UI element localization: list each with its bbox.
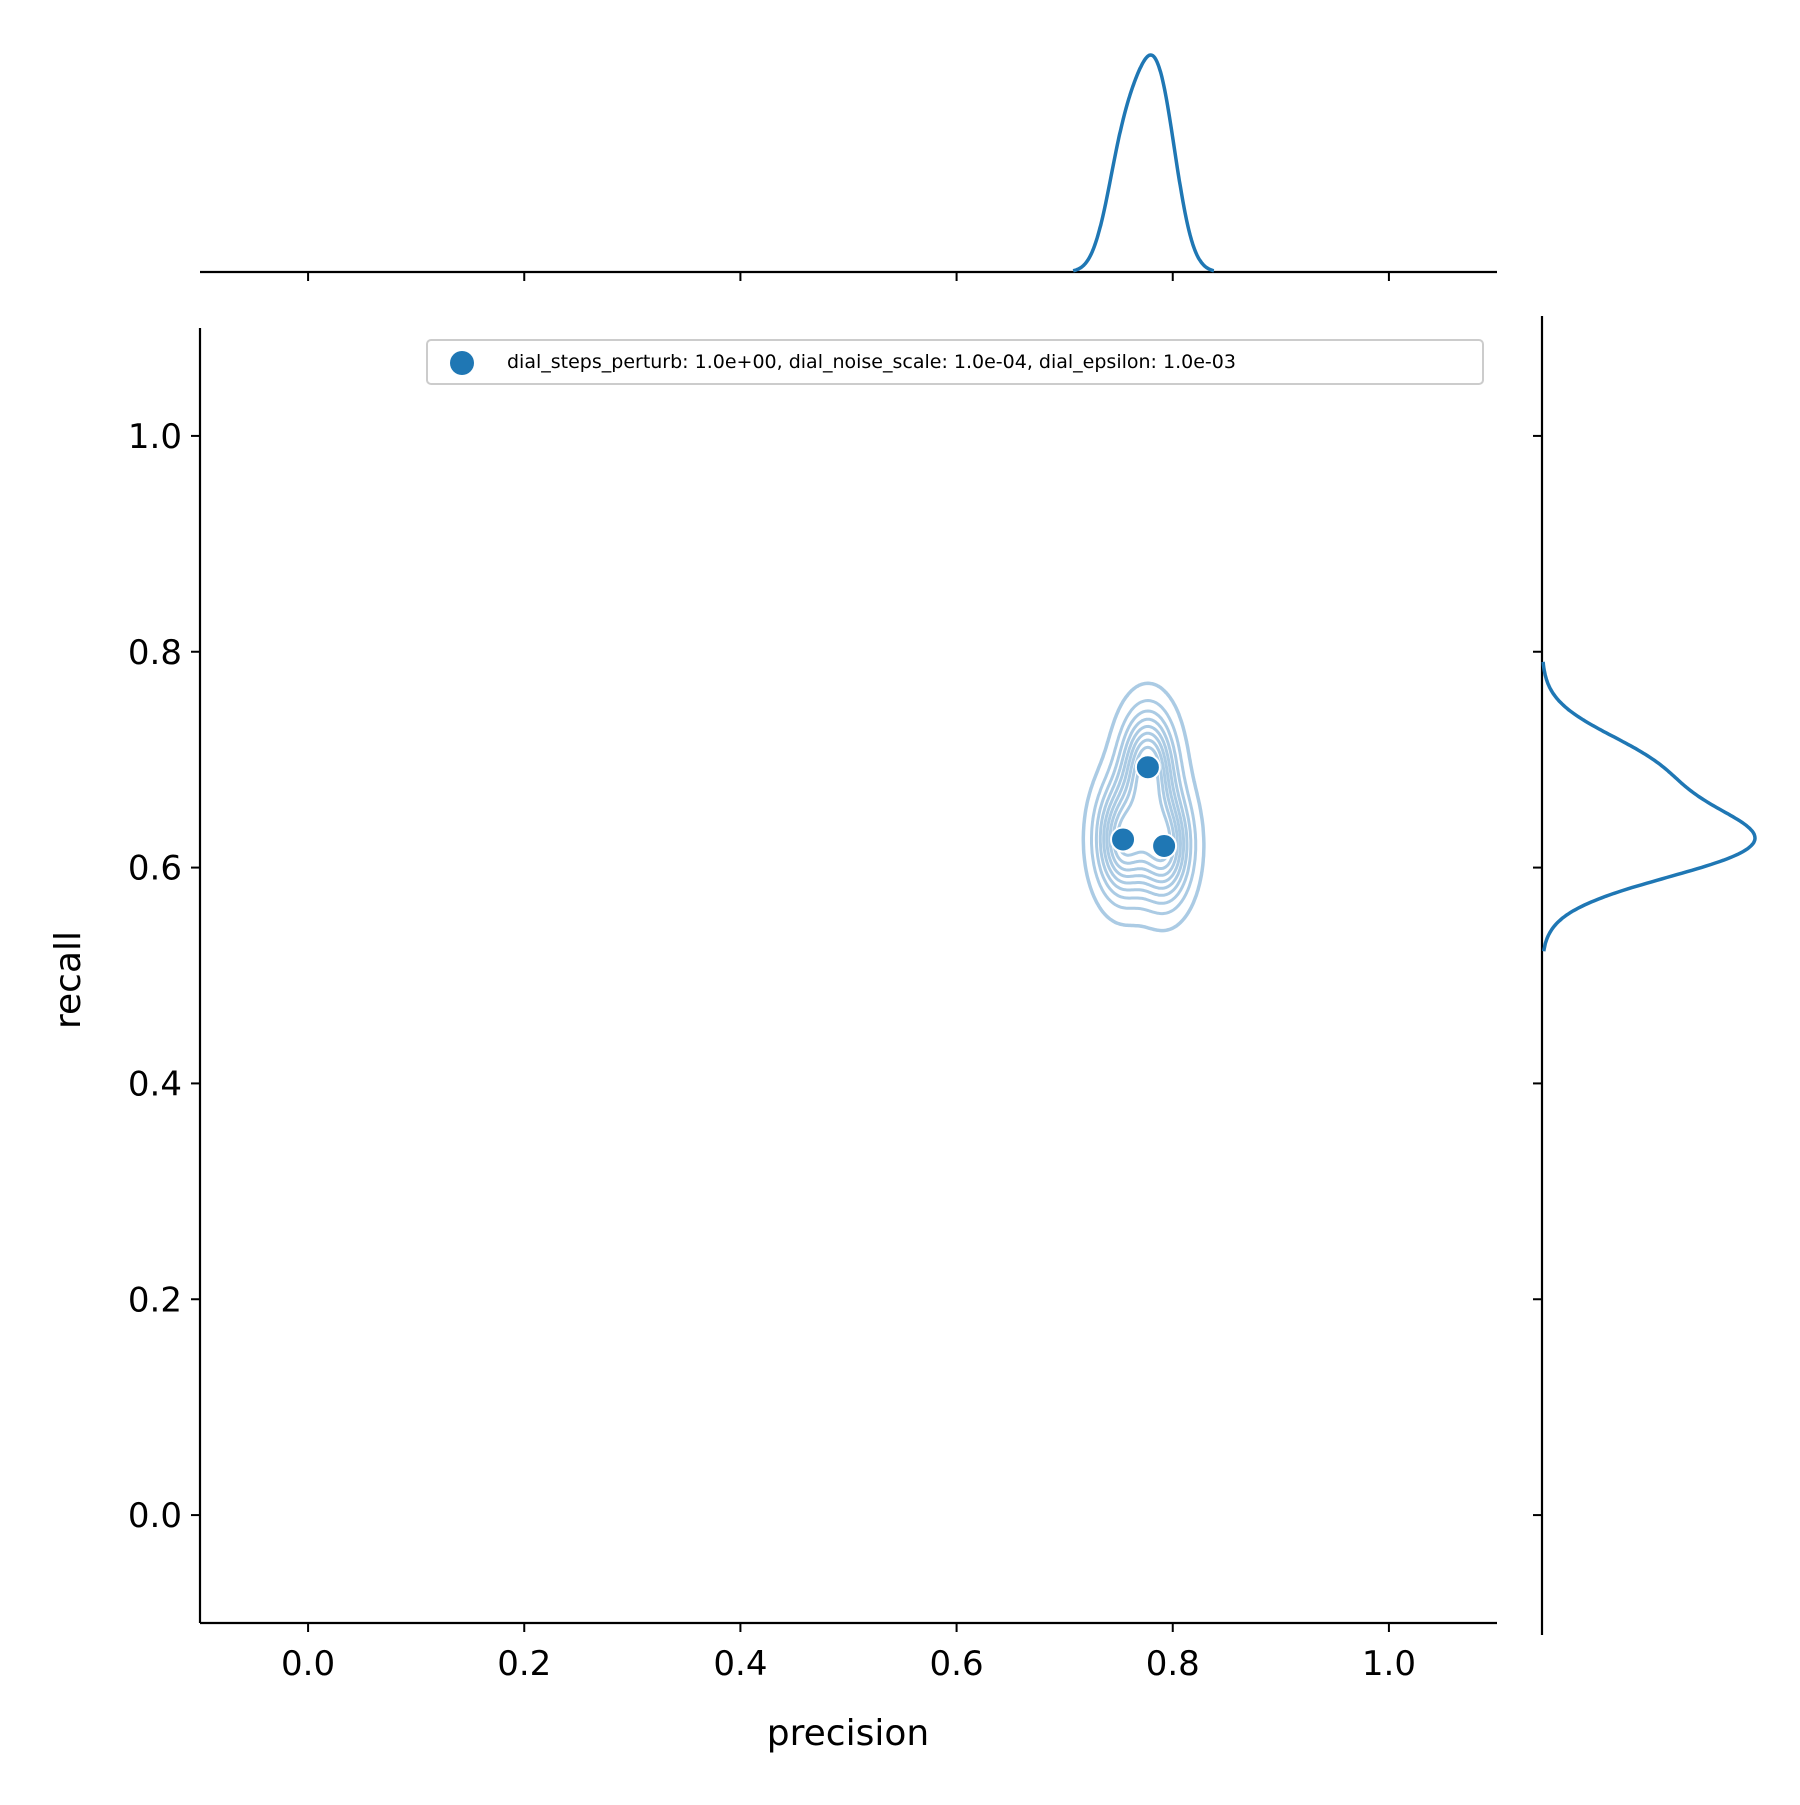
right-marginal-kde: [1533, 316, 1757, 1635]
x-tick-label-1: 0.2: [497, 1644, 551, 1684]
y-tick-label-2: 0.4: [128, 1064, 182, 1104]
y-tick-label-3: 0.6: [128, 849, 182, 889]
data-point-3: [1151, 833, 1178, 859]
right-marginal-kde-curve: [1541, 661, 1757, 952]
data-point-2: [1110, 826, 1137, 853]
y-axis-label: recall: [48, 931, 89, 1029]
legend: dial_steps_perturb: 1.0e+00, dial_noise_…: [426, 339, 1484, 385]
kde-contour-level-2: [1090, 699, 1198, 916]
legend-marker: [450, 351, 474, 375]
y-tick-label-0: 0.0: [128, 1496, 182, 1536]
x-tick-label-2: 0.4: [713, 1644, 767, 1684]
x-tick-label-3: 0.6: [930, 1644, 984, 1684]
legend-entry-label: dial_steps_perturb: 1.0e+00, dial_noise_…: [507, 351, 1236, 373]
scatter-points: [1110, 754, 1178, 859]
data-point-1: [1134, 754, 1161, 781]
main-axes: 0.0 0.2 0.4 0.6 0.8 1.0 0.0 0.2 0.4 0.6 0.8 1.0: [128, 328, 1497, 1684]
x-tick-label-5: 1.0: [1362, 1644, 1416, 1684]
kde-contour-level-6: [1105, 731, 1182, 884]
x-tick-label-4: 0.8: [1146, 1644, 1200, 1684]
kde-contour-level-7: [1108, 738, 1179, 877]
kde-contour-level-4: [1098, 717, 1189, 897]
x-tick-label-0: 0.0: [281, 1644, 335, 1684]
legend-box: [426, 339, 1484, 385]
y-tick-label-4: 0.8: [128, 633, 182, 673]
y-tick-label-5: 1.0: [128, 417, 182, 457]
top-marginal-kde: [200, 53, 1497, 281]
top-marginal-kde-curve: [1072, 53, 1215, 273]
kde-contour-level-1: [1081, 681, 1206, 933]
kde-contours: [1081, 681, 1206, 933]
x-axis-label: precision: [767, 1713, 929, 1754]
kde-contour-level-5: [1102, 724, 1186, 890]
kde-contour-level-3: [1094, 709, 1193, 905]
y-tick-label-1: 0.2: [128, 1280, 182, 1320]
